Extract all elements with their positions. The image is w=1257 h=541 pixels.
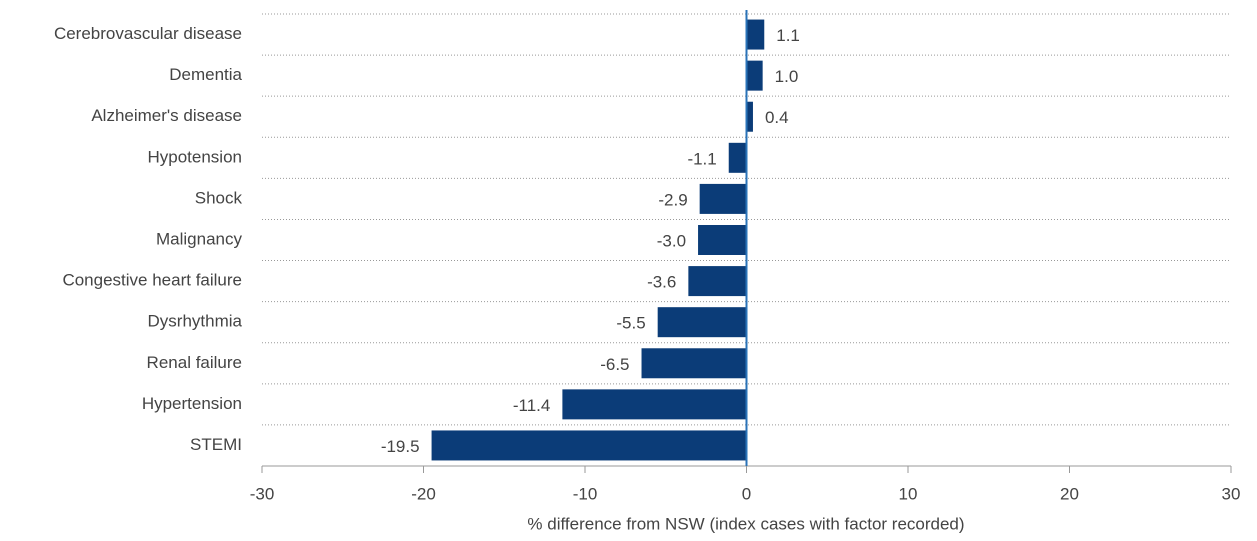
- bar: [657, 307, 747, 338]
- bar: [699, 183, 747, 214]
- x-tick-label: -10: [573, 484, 598, 503]
- bar: [728, 142, 747, 173]
- y-tick-label: Alzheimer's disease: [91, 106, 242, 125]
- x-tick-label: 10: [899, 484, 918, 503]
- data-label: 1.0: [775, 67, 799, 86]
- bar: [746, 101, 753, 132]
- bar: [746, 60, 763, 91]
- data-label: -6.5: [600, 355, 629, 374]
- data-label: -3.0: [657, 231, 686, 250]
- bar: [641, 348, 747, 379]
- x-tick-label: -30: [250, 484, 275, 503]
- y-tick-label: Hypertension: [142, 394, 242, 413]
- bar: [698, 225, 747, 255]
- y-tick-label: Malignancy: [156, 229, 242, 248]
- y-tick-label: STEMI: [190, 435, 242, 454]
- bar: [746, 19, 765, 50]
- x-axis-label: % difference from NSW (index cases with …: [527, 514, 964, 533]
- bar: [688, 266, 747, 297]
- data-label: -19.5: [381, 437, 420, 456]
- data-label: -5.5: [616, 314, 645, 333]
- y-tick-label: Dysrhythmia: [148, 312, 243, 331]
- x-tick-label: -20: [411, 484, 436, 503]
- data-label: -11.4: [513, 396, 551, 415]
- x-tick-label: 30: [1222, 484, 1241, 503]
- x-tick-label: 0: [742, 484, 751, 503]
- data-label: -1.1: [687, 149, 716, 168]
- data-label: -2.9: [658, 190, 687, 209]
- bar: [431, 430, 747, 461]
- bar: [562, 389, 747, 420]
- data-label: 0.4: [765, 108, 789, 127]
- y-tick-label: Renal failure: [147, 353, 242, 372]
- y-tick-label: Dementia: [169, 65, 242, 84]
- data-label: -3.6: [647, 273, 676, 292]
- x-tick-label: 20: [1060, 484, 1079, 503]
- y-tick-label: Cerebrovascular disease: [54, 24, 242, 43]
- y-tick-label: Congestive heart failure: [62, 271, 242, 290]
- y-tick-label: Shock: [195, 188, 243, 207]
- data-label: 1.1: [776, 26, 800, 45]
- y-tick-label: Hypotension: [147, 147, 242, 166]
